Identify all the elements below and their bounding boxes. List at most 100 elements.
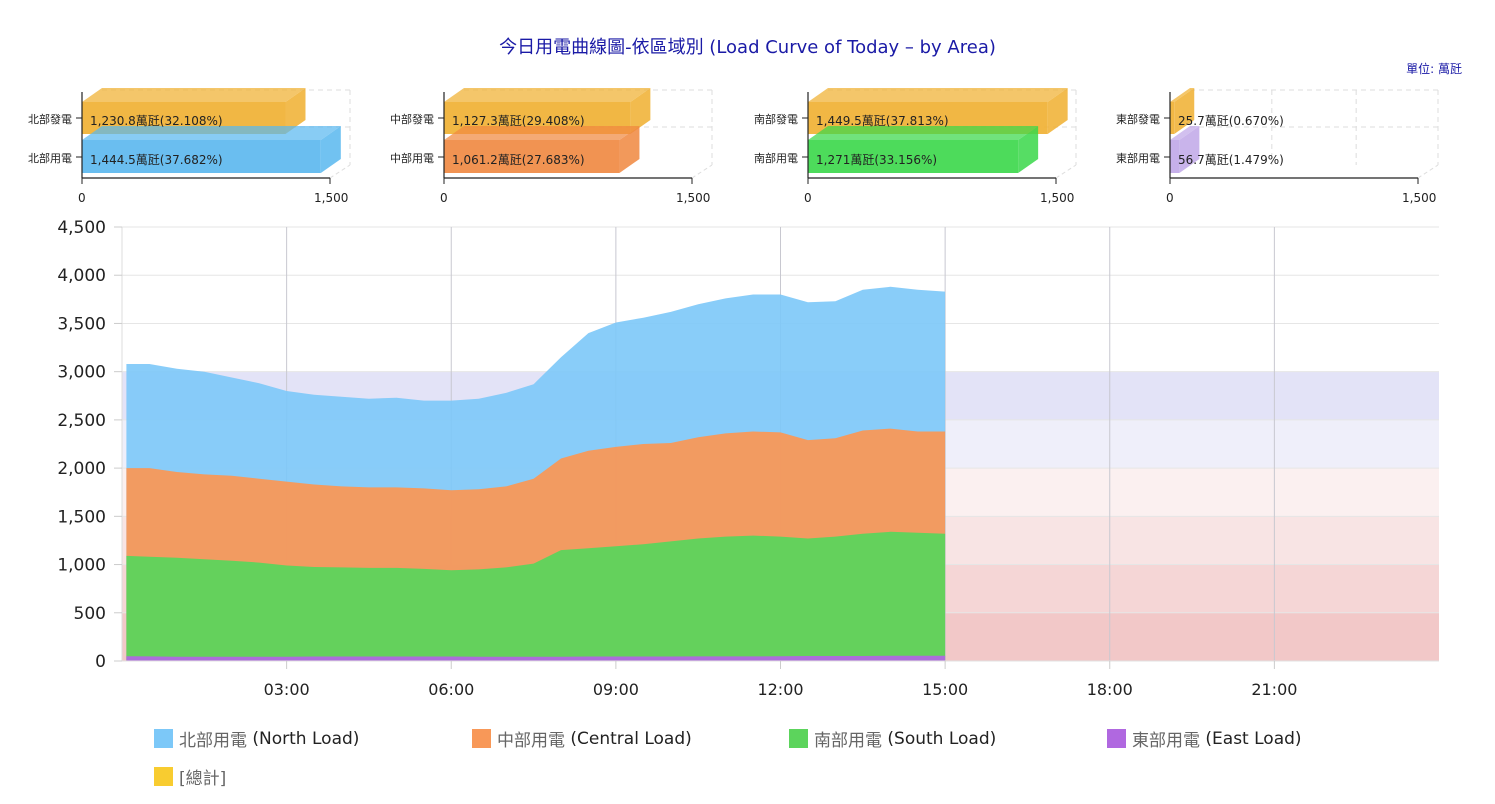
x-tick-label: 18:00 [1087,680,1133,699]
y-tick-label: 1,500 [57,507,106,527]
bar-side-face [630,88,651,134]
legend-label-zh: 中部用電 [497,731,565,751]
bar-side-face [320,126,341,173]
legend-label-en: (South Load) [887,728,997,749]
bar-front-face [1170,102,1175,134]
legend-label-zh: 北部用電 [179,731,247,751]
bar-front-face [808,140,1019,173]
legend-label-en: (East Load) [1205,728,1302,749]
bar-central-load [444,126,640,173]
legend-item-north[interactable]: 北部用電 (North Load) [154,726,359,751]
data-label: 1,444.5萬瓩(37.682%) [90,153,223,167]
bar-side-face [1174,88,1195,134]
bar-north-load [82,126,341,173]
x-tick-label: 0 [440,191,448,205]
x-tick-label: 1,500 [1402,191,1437,205]
y-tick-label: 0 [95,652,106,672]
y-tick-label: 4,000 [57,266,106,286]
legend-label-zh: [總計] [179,769,227,789]
bar-front-face [1170,140,1180,173]
bar-front-face [444,140,620,173]
grid-line [329,164,351,179]
data-label: 1,061.2萬瓩(27.683%) [452,153,585,167]
x-tick-label: 12:00 [757,680,803,699]
y-tick-label: 3,500 [57,314,106,334]
legend-item-east[interactable]: 東部用電 (East Load) [1107,726,1302,751]
bar-top-face [82,88,306,102]
x-tick-label: 21:00 [1251,680,1297,699]
load-curve-chart: 03:00 06:00 09:00 12:00 15:00 18:00 21:00 0 500 1… [57,218,1439,699]
bar-side-face [1179,126,1200,173]
x-tick-label: 1,500 [676,191,711,205]
category-label: 南部用電 [754,152,798,165]
mini-grid [1190,89,1439,179]
mini-grid [464,89,713,179]
category-label: 中部用電 [390,152,434,165]
bar-top-face [808,88,1068,102]
legend-swatch-total [154,767,173,786]
area-south [126,531,946,661]
x-axis: 03:00 06:00 09:00 12:00 15:00 18:00 21:00 [122,660,1439,699]
y-axis: 0 500 1,000 1,500 2,000 2,500 3,000 3,500 4,000 4… [57,218,122,672]
bar-top-face [1170,126,1200,140]
category-label: 中部發電 [390,113,434,126]
bar-east-load [1170,126,1200,173]
data-label: 56.7萬瓩(1.479%) [1178,153,1284,167]
data-label: 25.7萬瓩(0.670%) [1178,114,1284,128]
bar-top-face [444,126,640,140]
legend-swatch-north [154,729,173,748]
legend-label-zh: 東部用電 [1132,731,1200,751]
category-label: 北部發電 [28,113,72,126]
x-tick-label: 0 [804,191,812,205]
x-tick-label: 0 [1166,191,1174,205]
category-label: 北部用電 [28,152,72,165]
y-tick-label: 500 [74,604,106,624]
bar-top-face [808,126,1039,140]
y-tick-label: 2,500 [57,411,106,431]
x-tick-label: 15:00 [922,680,968,699]
bar-top-face [1170,88,1195,102]
x-tick-label: 1,500 [314,191,349,205]
legend-label-en: (Central Load) [570,728,692,749]
bar-side-face [1047,88,1068,134]
bar-side-face [1018,126,1039,173]
area-east [126,655,946,661]
legend-label-zh: 南部用電 [814,731,882,751]
unit-label: 單位: 萬瓩 [1406,62,1462,76]
legend-swatch-central [472,729,491,748]
bar-side-face [619,126,640,173]
grid-line [1417,164,1439,179]
legend-label-en: (North Load) [252,728,360,749]
south-summary-chart: 南部發電 1,449.5萬瓩(37.813%) 南部用電 1,271萬瓩(33.156… [726,80,1086,210]
y-tick-label: 3,000 [57,363,106,383]
bar-front-face [82,140,321,173]
central-summary-chart: 中部發電 1,127.3萬瓩(29.408%) 中部用電 1,061.2萬瓩(27.6… [362,80,722,210]
x-tick-label: 0 [78,191,86,205]
y-tick-label: 1,000 [57,556,106,576]
grid-line [1055,164,1077,179]
legend-item-central[interactable]: 中部用電 (Central Load) [472,726,692,751]
x-tick-label: 1,500 [1040,191,1075,205]
east-summary-chart: 東部發電 25.7萬瓩(0.670%) 東部用電 56.7萬瓩(1.479%) 0 1,5… [1088,80,1448,210]
bar-side-face [285,88,306,134]
category-label: 東部發電 [1116,113,1160,126]
bar-top-face [444,88,651,102]
y-tick-label: 2,000 [57,459,106,479]
data-label: 1,271萬瓩(33.156%) [816,153,938,167]
legend-swatch-east [1107,729,1126,748]
mini-grid [102,89,351,179]
mini-grid [828,89,1077,179]
data-label: 1,230.8萬瓩(32.108%) [90,114,223,128]
data-label: 1,127.3萬瓩(29.408%) [452,114,585,128]
legend-item-south[interactable]: 南部用電 (South Load) [789,726,996,751]
bar-south-load [808,126,1039,173]
bar-top-face [82,126,341,140]
north-summary-chart: 北部發電 1,230.8萬瓩(32.108%) 北部用電 1,444.5萬瓩(37.6… [0,80,360,210]
area-series [126,286,946,661]
y-tick-label: 4,500 [57,218,106,238]
legend-item-total[interactable]: [總計] [154,764,226,789]
x-tick-label: 09:00 [593,680,639,699]
bar-east-generation [1170,88,1195,134]
x-tick-label: 03:00 [264,680,310,699]
legend-swatch-south [789,729,808,748]
